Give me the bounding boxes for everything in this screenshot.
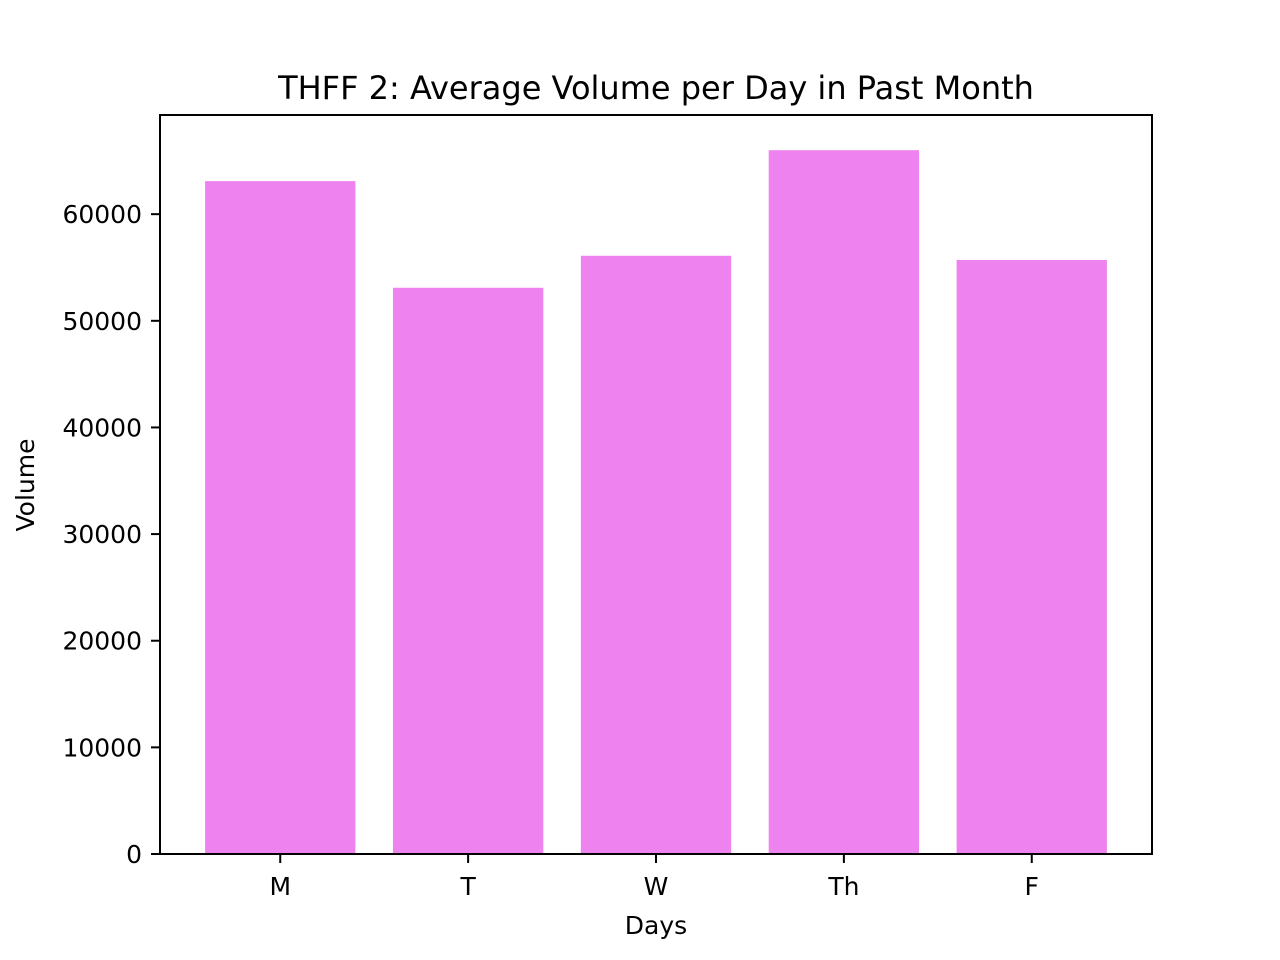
x-tick-label: W <box>644 872 669 901</box>
bar-w <box>580 255 732 854</box>
y-tick-label: 40000 <box>62 413 142 442</box>
y-tick-label: 10000 <box>62 733 142 762</box>
x-axis: M T W Th F <box>269 854 1039 901</box>
bar-t <box>392 287 544 854</box>
y-tick-label: 50000 <box>62 307 142 336</box>
y-axis: 0 10000 20000 30000 40000 50000 60000 <box>62 200 160 869</box>
chart-title: THFF 2: Average Volume per Day in Past M… <box>277 69 1034 107</box>
x-tick-label: F <box>1025 872 1039 901</box>
plot-frame <box>159 114 1153 855</box>
y-tick-label: 60000 <box>62 200 142 229</box>
y-tick-label: 0 <box>126 840 142 869</box>
bar-th <box>768 150 920 854</box>
bar-f <box>956 260 1107 854</box>
bars-group <box>205 150 1107 855</box>
y-tick-label: 30000 <box>62 520 142 549</box>
x-tick-label: T <box>459 872 476 901</box>
x-tick-label: Th <box>827 872 859 901</box>
x-axis-label: Days <box>625 911 687 940</box>
bar-m <box>205 181 356 855</box>
y-tick-label: 20000 <box>62 627 142 656</box>
y-axis-label: Volume <box>11 439 40 532</box>
x-tick-label: M <box>269 872 291 901</box>
